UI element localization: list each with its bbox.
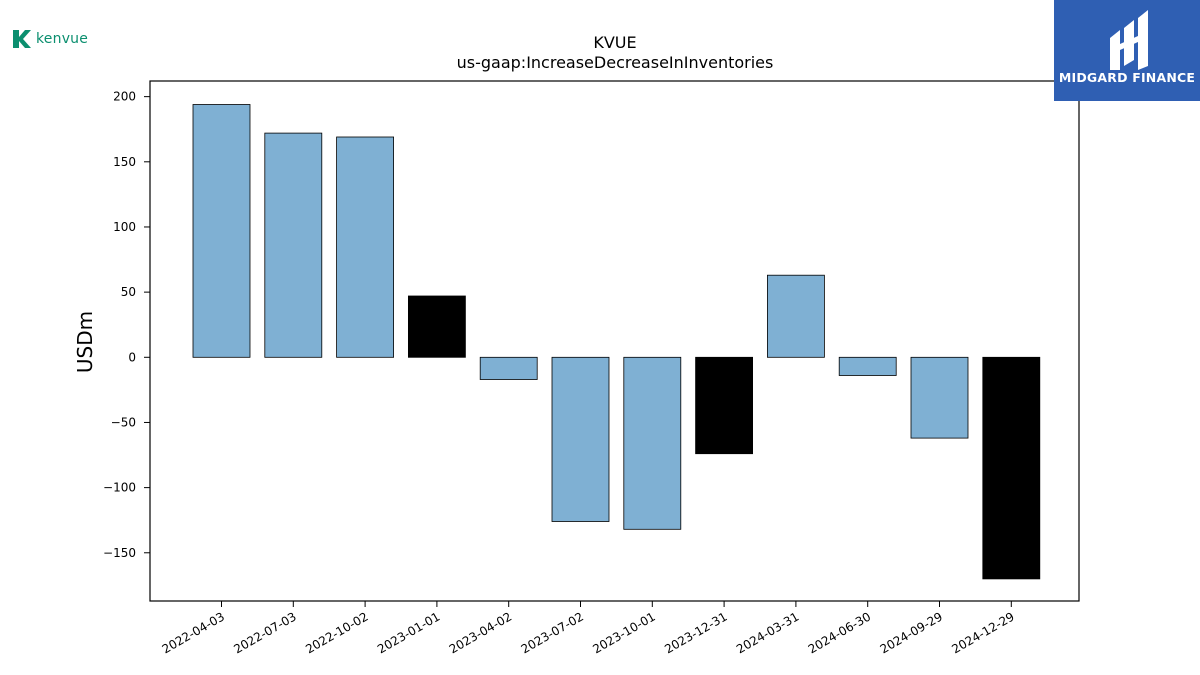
bar-2024-06-30	[838, 356, 897, 376]
y-tick-label: −100	[103, 481, 136, 495]
y-tick-label: 0	[128, 350, 136, 364]
x-tick-label: 2024-09-29	[878, 609, 945, 656]
bar-2024-12-29	[982, 356, 1041, 580]
midgard-finance-watermark: MIDGARD FINANCE	[1054, 0, 1200, 101]
bar-2022-10-02	[336, 136, 395, 358]
x-tick-label: 2023-10-01	[590, 609, 657, 656]
midgard-monogram-icon	[1110, 10, 1148, 70]
y-tick-label: −150	[103, 546, 136, 560]
bar-2023-07-02	[551, 356, 610, 522]
x-tick-label: 2024-03-31	[734, 609, 801, 656]
watermark-text: MIDGARD FINANCE	[1058, 70, 1196, 85]
kenvue-logo-text: kenvue	[36, 31, 89, 47]
x-tick-label: 2022-10-02	[303, 609, 370, 656]
x-tick-label: 2023-12-31	[662, 609, 729, 656]
y-axis-label: USDm	[73, 311, 97, 373]
kenvue-logo: kenvue	[12, 29, 88, 49]
bar-2022-04-03	[192, 104, 251, 358]
chart-title: KVUE	[593, 33, 636, 52]
y-tick-label: 50	[121, 285, 136, 299]
y-tick-label: −50	[111, 415, 136, 429]
bar-2022-07-03	[264, 132, 323, 358]
x-tick-label: 2024-06-30	[806, 609, 873, 656]
bar-2023-12-31	[695, 356, 753, 455]
x-tick-label: 2024-12-29	[949, 609, 1016, 656]
x-ticks-group: 2022-04-03 2022-07-03 2022-10-02 2023-01-01…	[160, 601, 1017, 656]
y-tick-label: 150	[113, 155, 136, 169]
chart-subtitle: us-gaap:IncreaseDecreaseInInventories	[457, 53, 774, 72]
bar-2023-01-01	[407, 295, 466, 358]
x-tick-label: 2022-07-03	[231, 609, 298, 656]
bar-2024-09-29	[910, 356, 969, 439]
kenvue-k-icon	[13, 30, 31, 48]
y-ticks-group: 200 150 100 50 0 −50 −100 −150	[103, 90, 150, 560]
bar-2024-03-31	[767, 274, 825, 358]
x-tick-label: 2023-04-02	[447, 609, 514, 656]
bar-2023-10-01	[623, 356, 682, 530]
x-tick-label: 2022-04-03	[160, 609, 227, 656]
bars-group	[192, 104, 1041, 580]
y-tick-label: 100	[113, 220, 136, 234]
bar-2023-04-02	[479, 356, 538, 380]
plot-frame	[149, 80, 1080, 602]
y-tick-label: 200	[113, 90, 136, 104]
x-tick-label: 2023-01-01	[375, 609, 442, 656]
x-tick-label: 2023-07-02	[519, 609, 586, 656]
